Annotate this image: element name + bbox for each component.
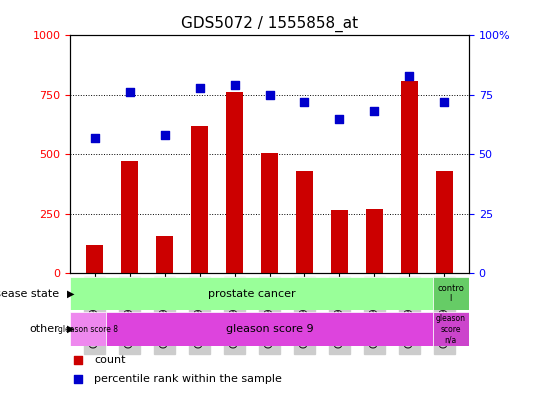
Text: percentile rank within the sample: percentile rank within the sample — [94, 374, 282, 384]
Text: count: count — [94, 354, 126, 365]
Point — [195, 84, 204, 91]
Text: gleason score 8: gleason score 8 — [58, 325, 118, 334]
Text: gleason
score
n/a: gleason score n/a — [436, 314, 466, 344]
Bar — [156, 236, 173, 273]
Point — [300, 99, 309, 105]
Point — [370, 108, 379, 115]
Bar — [261, 153, 278, 273]
Text: contro
l: contro l — [437, 284, 464, 303]
Point — [74, 376, 82, 382]
Point — [335, 116, 344, 122]
Bar — [433, 277, 469, 310]
Text: GDS5072 / 1555858_at: GDS5072 / 1555858_at — [181, 16, 358, 32]
Bar — [86, 244, 103, 273]
Bar — [121, 162, 139, 273]
Bar — [226, 92, 243, 273]
Bar — [70, 312, 106, 346]
Bar — [106, 312, 433, 346]
Point — [265, 92, 274, 98]
Point — [90, 134, 99, 141]
Bar — [331, 210, 348, 273]
Bar — [433, 312, 469, 346]
Bar — [436, 171, 453, 273]
Text: other: other — [30, 324, 59, 334]
Text: disease state: disease state — [0, 289, 59, 299]
Text: ▶: ▶ — [67, 324, 75, 334]
Point — [440, 99, 449, 105]
Bar — [400, 81, 418, 273]
Point — [125, 89, 134, 95]
Point — [74, 356, 82, 363]
Point — [230, 82, 239, 88]
Bar — [366, 209, 383, 273]
Bar — [191, 126, 208, 273]
Text: gleason score 9: gleason score 9 — [226, 324, 313, 334]
Text: prostate cancer: prostate cancer — [208, 289, 295, 299]
Point — [160, 132, 169, 138]
Point — [405, 73, 414, 79]
Bar — [296, 171, 313, 273]
Text: ▶: ▶ — [67, 289, 75, 299]
